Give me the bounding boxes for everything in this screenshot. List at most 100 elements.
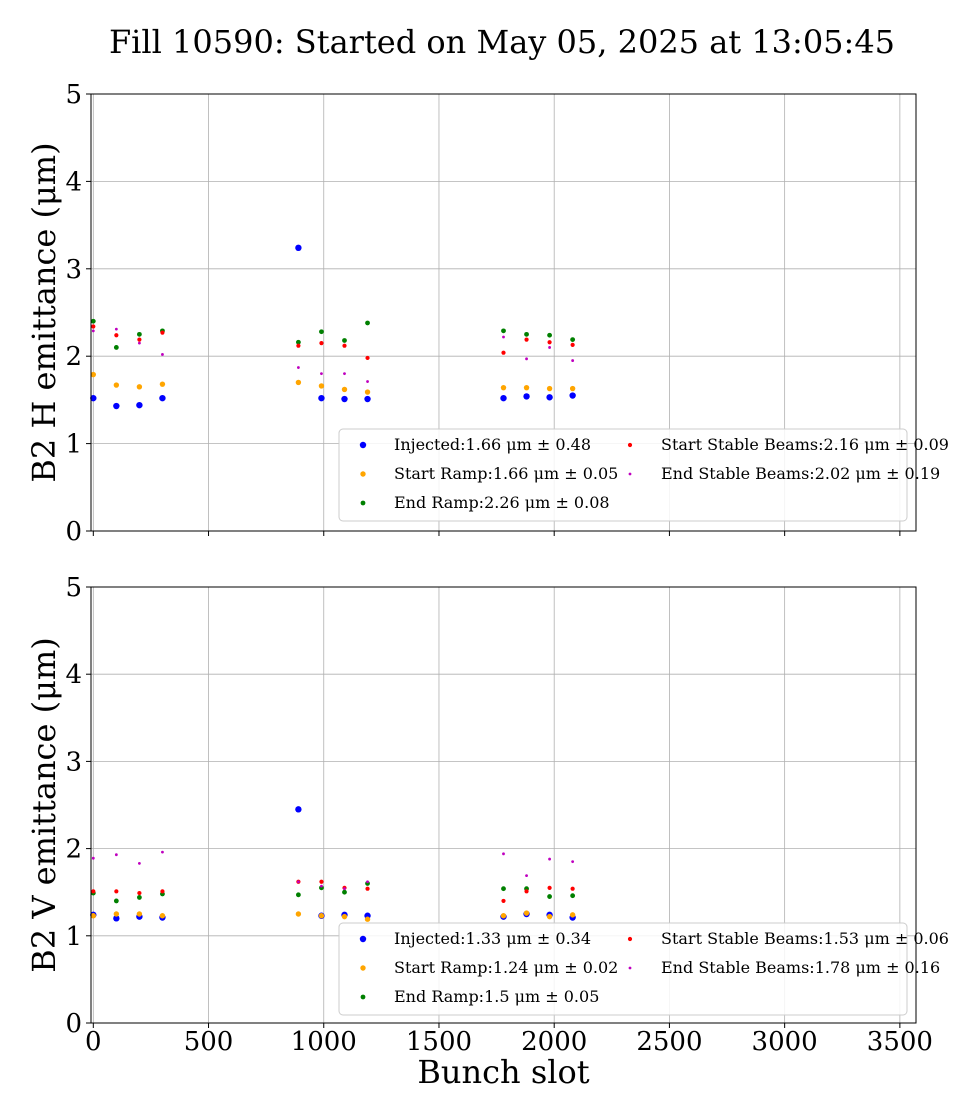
data-point bbox=[341, 913, 348, 920]
data-point bbox=[137, 862, 141, 865]
data-point bbox=[342, 338, 347, 343]
data-point bbox=[570, 893, 576, 899]
series-end-stable-beams bbox=[91, 327, 575, 383]
legend-marker-end-ramp bbox=[360, 994, 366, 1000]
data-point bbox=[90, 318, 96, 324]
data-point bbox=[366, 880, 369, 884]
y-tick-label: 0 bbox=[65, 1009, 82, 1039]
data-point bbox=[159, 381, 166, 387]
data-point bbox=[113, 911, 120, 917]
data-point bbox=[159, 394, 166, 402]
x-tick-label: 3500 bbox=[867, 1027, 933, 1057]
data-point bbox=[569, 912, 576, 918]
y-tick-label: 3 bbox=[65, 255, 82, 285]
series-start-stable-beams bbox=[91, 324, 575, 361]
y-tick-label: 1 bbox=[65, 430, 82, 460]
x-tick-label: 500 bbox=[184, 1027, 234, 1057]
data-point bbox=[136, 401, 143, 409]
data-point bbox=[365, 886, 370, 891]
data-point bbox=[161, 353, 164, 356]
data-point bbox=[364, 916, 371, 922]
data-point bbox=[342, 343, 347, 348]
data-point bbox=[548, 346, 551, 349]
data-point bbox=[502, 852, 505, 856]
x-tick-label: 0 bbox=[85, 1027, 102, 1057]
bottom-panel-legend: Injected:1.33 μm ± 0.34 Start Ramp:1.24 μ… bbox=[338, 922, 949, 1016]
data-point bbox=[523, 384, 530, 391]
data-point bbox=[341, 395, 348, 403]
data-point bbox=[295, 379, 302, 386]
y-tick-label: 4 bbox=[65, 167, 82, 197]
data-point bbox=[366, 380, 369, 383]
data-point bbox=[113, 402, 120, 410]
data-point bbox=[91, 329, 95, 333]
data-point bbox=[524, 337, 529, 342]
data-point bbox=[297, 880, 300, 884]
data-point bbox=[365, 320, 370, 326]
data-point bbox=[136, 331, 142, 337]
legend-label-end-ramp: End Ramp:1.5 μm ± 0.05 bbox=[394, 987, 599, 1006]
data-point bbox=[136, 911, 143, 917]
data-point bbox=[501, 886, 506, 892]
data-point bbox=[571, 359, 575, 362]
legend-label-end-ramp: End Ramp:2.26 μm ± 0.08 bbox=[394, 493, 610, 512]
data-point bbox=[90, 913, 97, 919]
data-point bbox=[546, 394, 553, 401]
top-panel-b2-h: 0 1 2 3 4 5 B2 H emittance (μm) Injected:1.66… bbox=[25, 80, 949, 547]
data-point bbox=[296, 339, 301, 345]
series-start-ramp bbox=[90, 910, 576, 922]
legend-marker-start-ramp bbox=[360, 471, 366, 477]
x-tick-label: 3000 bbox=[752, 1027, 818, 1057]
series-start-ramp bbox=[90, 371, 576, 395]
series-start-stable-beams bbox=[91, 879, 575, 904]
data-point bbox=[136, 384, 143, 390]
legend-label-start-stable-beams: Start Stable Beams:1.53 μm ± 0.06 bbox=[661, 929, 949, 948]
data-point bbox=[524, 331, 529, 337]
data-point bbox=[571, 860, 575, 864]
data-point bbox=[90, 371, 97, 378]
legend-marker-end-stable-beams bbox=[628, 966, 632, 970]
legend-marker-injected bbox=[359, 441, 367, 449]
data-point bbox=[546, 913, 553, 920]
data-point bbox=[114, 333, 119, 338]
data-point bbox=[319, 329, 324, 335]
x-tick-label: 2000 bbox=[521, 1027, 587, 1057]
data-point bbox=[318, 383, 325, 389]
data-point bbox=[161, 850, 164, 854]
legend-marker-start-ramp bbox=[360, 965, 366, 971]
y-tick-label: 5 bbox=[65, 573, 82, 603]
data-point bbox=[91, 324, 96, 329]
data-point bbox=[501, 898, 506, 904]
top-panel-ylabel: B2 H emittance (μm) bbox=[25, 142, 63, 482]
data-point bbox=[523, 393, 530, 400]
legend-box bbox=[338, 922, 908, 1016]
top-panel-ticks: 0 1 2 3 4 5 bbox=[65, 80, 901, 547]
data-point bbox=[318, 394, 325, 402]
legend-label-injected: Injected:1.33 μm ± 0.34 bbox=[394, 929, 591, 948]
data-point bbox=[500, 913, 507, 919]
data-point bbox=[113, 898, 119, 904]
data-point bbox=[137, 341, 141, 345]
data-point bbox=[113, 345, 119, 350]
data-point bbox=[297, 366, 300, 369]
series-injected bbox=[90, 806, 576, 922]
data-point bbox=[502, 335, 505, 339]
bottom-panel-markers bbox=[90, 806, 576, 922]
data-point bbox=[569, 392, 576, 399]
series-injected bbox=[90, 244, 576, 410]
data-point bbox=[525, 874, 528, 878]
legend-marker-end-ramp bbox=[360, 500, 366, 506]
data-point bbox=[137, 337, 142, 342]
data-point bbox=[113, 915, 120, 922]
data-point bbox=[90, 394, 97, 402]
bottom-panel-b2-v: 0 500 1000 1500 2000 2500 3000 3500 0 1 2 3 4 5 B2 V … bbox=[25, 573, 949, 1091]
data-point bbox=[296, 892, 301, 898]
data-point bbox=[365, 355, 370, 361]
data-point bbox=[501, 350, 506, 355]
data-point bbox=[320, 372, 323, 376]
y-tick-label: 3 bbox=[65, 747, 82, 777]
data-point bbox=[114, 889, 119, 894]
data-point bbox=[364, 395, 371, 403]
x-axis-label: Bunch slot bbox=[417, 1053, 589, 1091]
data-point bbox=[364, 389, 371, 395]
